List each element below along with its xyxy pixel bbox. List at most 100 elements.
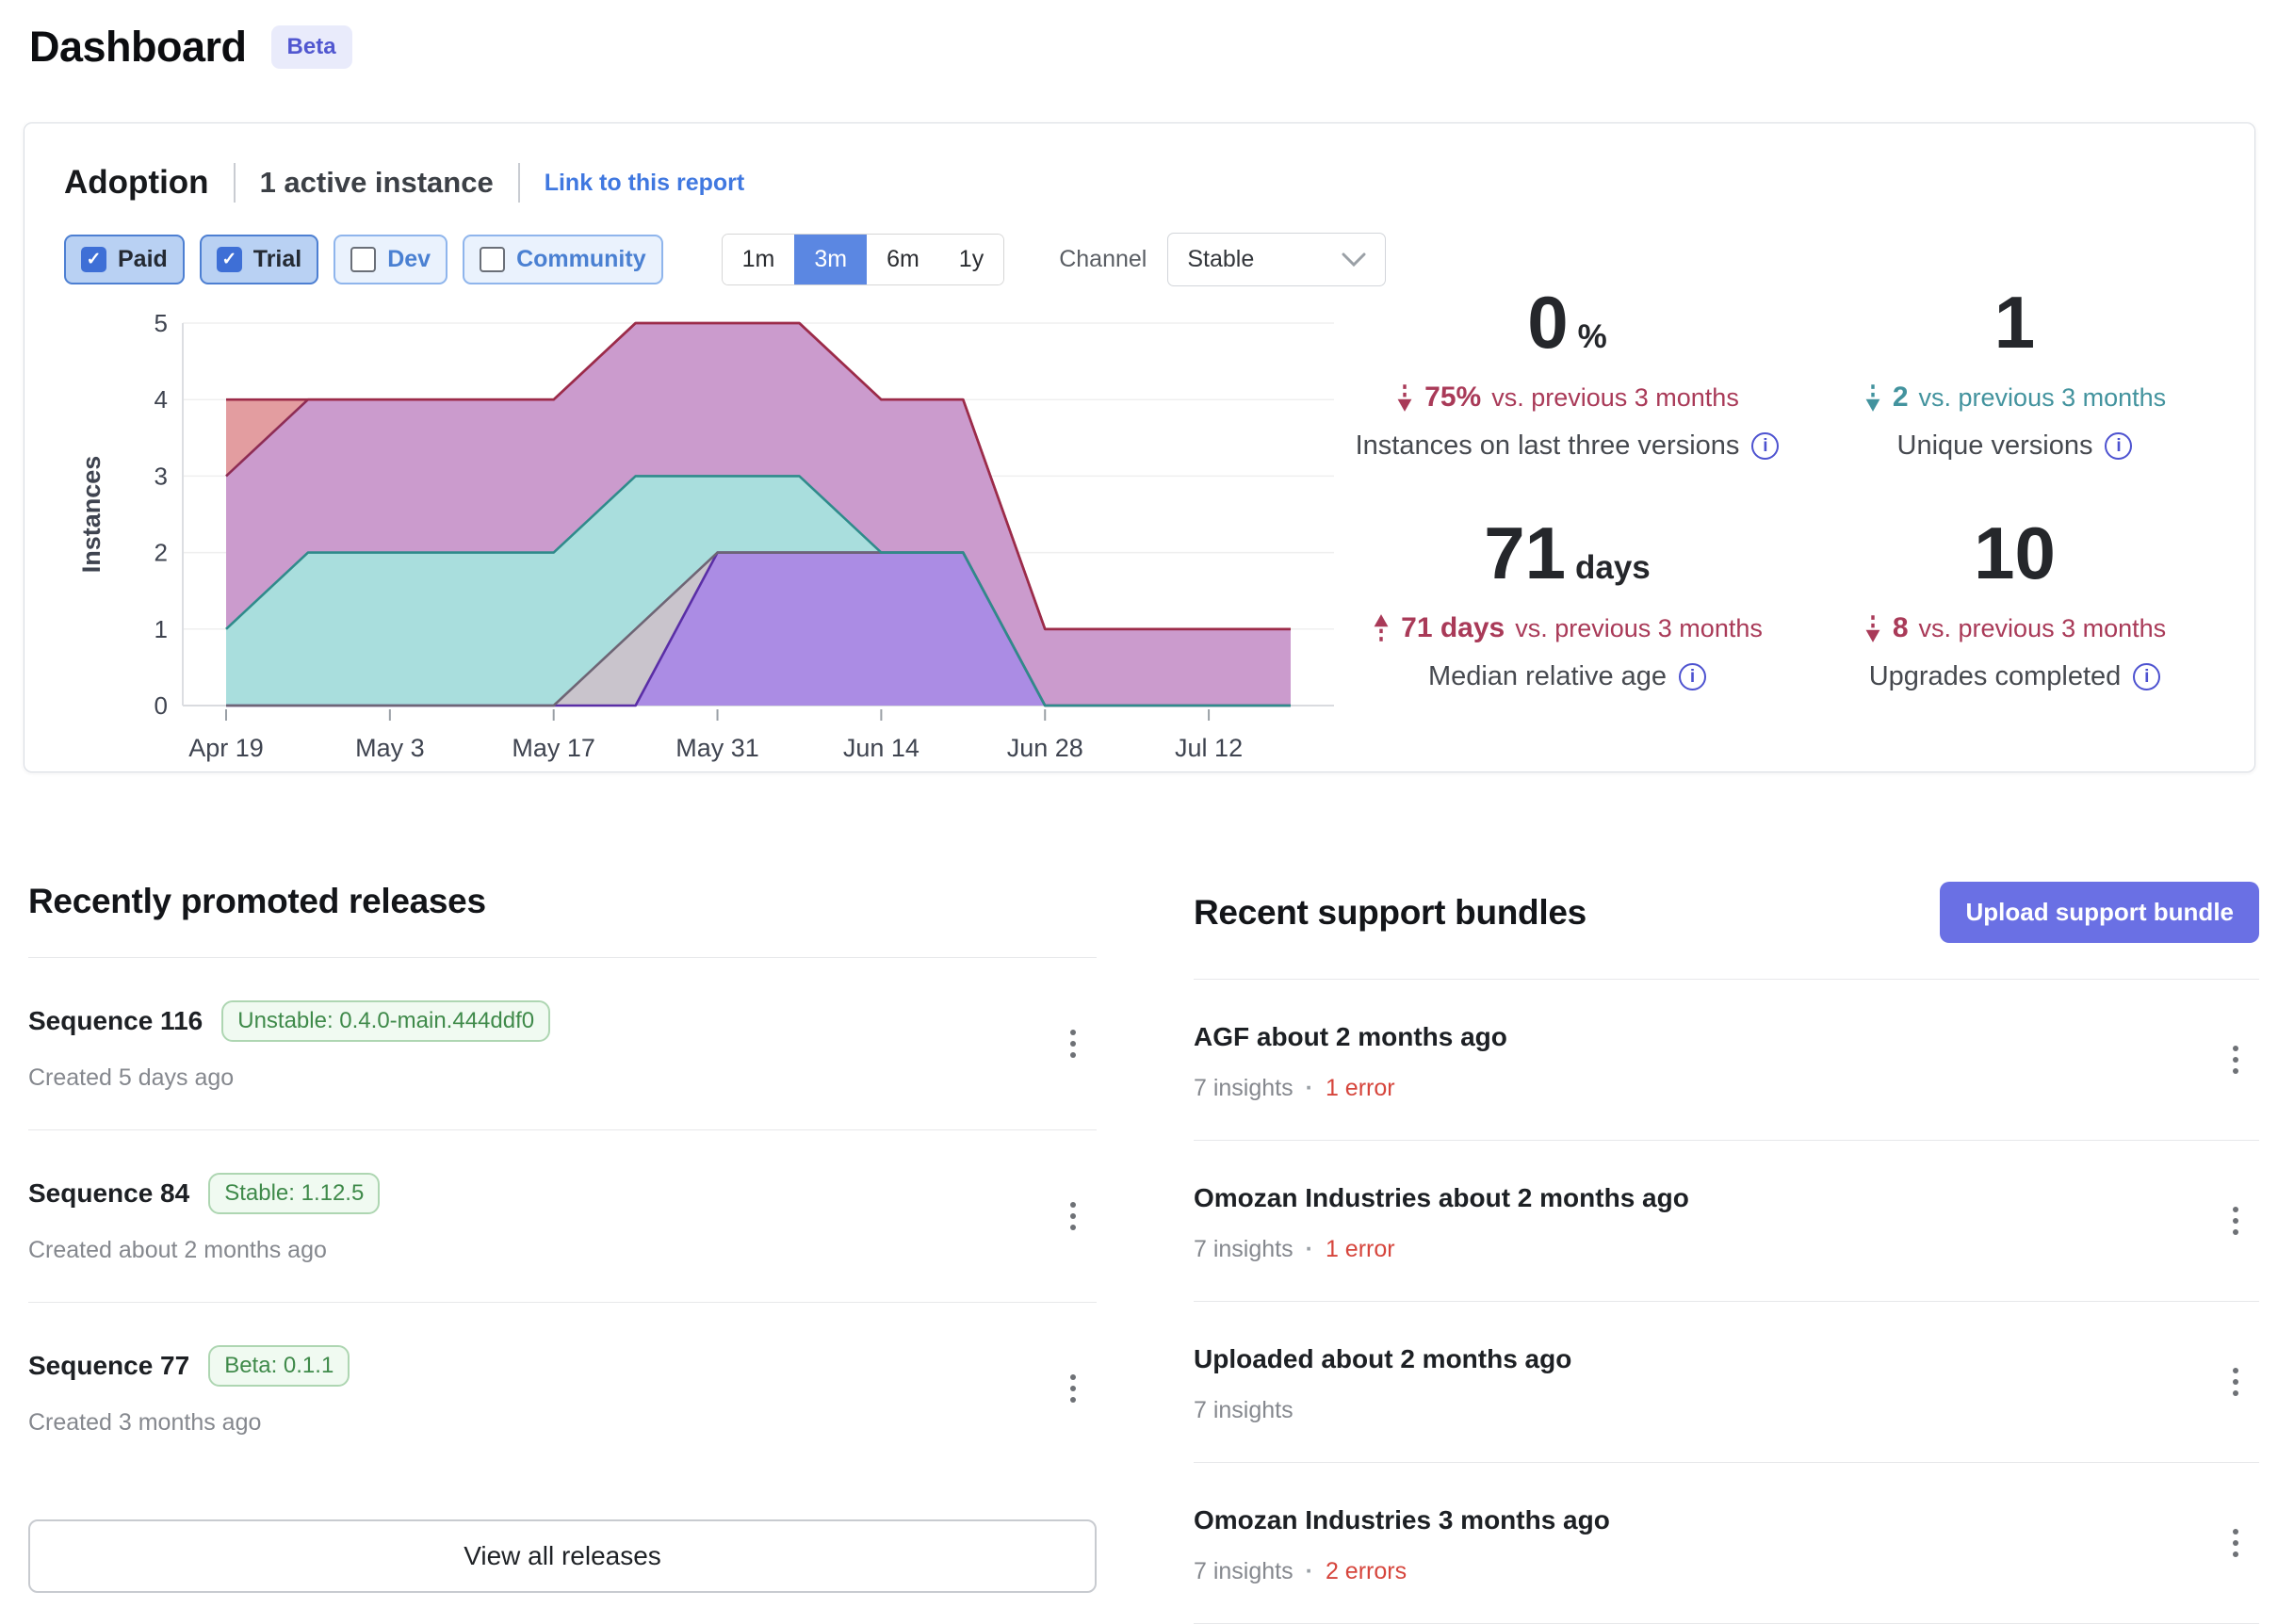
- svg-text:0: 0: [155, 691, 168, 720]
- checkbox-icon: [216, 247, 242, 272]
- bundle-title: Omozan Industries 3 months ago: [1194, 1505, 1610, 1535]
- filter-checkbox-dev[interactable]: Dev: [334, 235, 448, 284]
- header-separator: [233, 163, 236, 203]
- info-icon[interactable]: [2105, 432, 2133, 460]
- svg-text:Jul 12: Jul 12: [1175, 734, 1243, 762]
- release-created: Created 3 months ago: [28, 1409, 262, 1436]
- kebab-menu-icon[interactable]: [2225, 1199, 2246, 1242]
- svg-text:5: 5: [155, 309, 168, 337]
- range-1y[interactable]: 1y: [938, 235, 1004, 284]
- release-channel-badge: Unstable: 0.4.0-main.444ddf0: [221, 1000, 551, 1042]
- adoption-stats: 0 % 75% vs. previous 3 months Instances …: [1343, 285, 2238, 692]
- range-3m[interactable]: 3m: [794, 235, 868, 284]
- release-created: Created 5 days ago: [28, 1064, 235, 1091]
- trend-arrow-icon: [1863, 382, 1882, 413]
- stat-suffix: days: [1574, 549, 1651, 586]
- page-header: Dashboard Beta: [29, 23, 352, 72]
- stat-delta: 2 vs. previous 3 months: [1863, 382, 2166, 414]
- svg-text:1: 1: [155, 615, 168, 643]
- svg-text:4: 4: [155, 385, 168, 414]
- release-title: Sequence 77: [28, 1351, 190, 1380]
- channel-select[interactable]: Stable: [1167, 233, 1387, 286]
- delta-value: 8: [1892, 612, 1909, 643]
- dot-separator: ·: [1305, 1236, 1313, 1262]
- kebab-menu-icon[interactable]: [2225, 1038, 2246, 1081]
- trend-arrow-icon: [1395, 382, 1414, 413]
- checkbox-icon: [350, 247, 377, 272]
- active-instance-count: 1 active instance: [259, 166, 494, 199]
- channel-label: Channel: [1059, 246, 1147, 272]
- svg-text:Jun 28: Jun 28: [1007, 734, 1083, 762]
- bundle-errors: 1 error: [1325, 1075, 1395, 1101]
- kebab-menu-icon[interactable]: [2225, 1360, 2246, 1404]
- stat-value: 0: [1527, 281, 1569, 364]
- svg-text:3: 3: [155, 462, 168, 490]
- bundles-section: Recent support bundles Upload support bu…: [1194, 882, 2259, 1624]
- delta-caption: vs. previous 3 months: [1918, 382, 2167, 412]
- releases-heading: Recently promoted releases: [28, 882, 486, 920]
- delta-value: 71 days: [1401, 612, 1505, 643]
- bundle-insights: 7 insights: [1194, 1236, 1294, 1262]
- delta-caption: vs. previous 3 months: [1491, 382, 1739, 412]
- time-range-selector: 1m 3m 6m 1y: [721, 234, 1005, 285]
- range-6m[interactable]: 6m: [867, 235, 939, 284]
- bundle-errors: 2 errors: [1325, 1558, 1407, 1584]
- bundle-row: Omozan Industries 3 months ago 7 insight…: [1194, 1463, 2259, 1624]
- stat-unique-versions: 1 2 vs. previous 3 months Unique version…: [1791, 285, 2238, 462]
- bundle-title: Omozan Industries about 2 months ago: [1194, 1183, 1689, 1212]
- delta-caption: vs. previous 3 months: [1918, 613, 2167, 642]
- filter-label: Paid: [118, 246, 168, 272]
- link-to-report[interactable]: Link to this report: [544, 169, 745, 196]
- adoption-area-chart: 0 1 2 3 4 5 Instances Apr 19 May 3 May 17 May 31 Ju…: [77, 309, 1334, 762]
- bundle-insights: 7 insights: [1194, 1075, 1294, 1101]
- dot-separator: ·: [1305, 1075, 1313, 1101]
- adoption-card: Adoption 1 active instance Link to this …: [24, 122, 2255, 772]
- svg-text:Jun 14: Jun 14: [843, 734, 919, 762]
- range-1m[interactable]: 1m: [722, 235, 795, 284]
- page-title: Dashboard: [29, 23, 247, 71]
- release-created: Created about 2 months ago: [28, 1237, 327, 1263]
- filter-checkbox-paid[interactable]: Paid: [64, 235, 185, 284]
- kebab-menu-icon[interactable]: [1063, 1194, 1083, 1238]
- release-row: Sequence 77 Beta: 0.1.1 Created 3 months…: [28, 1303, 1097, 1474]
- upload-support-bundle-button[interactable]: Upload support bundle: [1940, 882, 2259, 943]
- stat-label: Unique versions: [1896, 430, 2093, 461]
- stat-delta: 75% vs. previous 3 months: [1395, 382, 1739, 414]
- svg-text:May 17: May 17: [512, 734, 595, 762]
- adoption-filter-row: Paid Trial Dev Community 1m 3m 6m 1y Cha…: [64, 233, 1387, 286]
- stat-delta: 71 days vs. previous 3 months: [1372, 612, 1763, 644]
- delta-value: 75%: [1424, 382, 1482, 413]
- filter-checkbox-trial[interactable]: Trial: [199, 235, 319, 284]
- trend-arrow-icon: [1863, 613, 1882, 643]
- info-icon[interactable]: [1679, 663, 1707, 690]
- stat-label: Median relative age: [1427, 661, 1668, 691]
- kebab-menu-icon[interactable]: [2225, 1521, 2246, 1565]
- kebab-menu-icon[interactable]: [1063, 1022, 1083, 1065]
- filter-label: Community: [516, 246, 646, 272]
- adoption-card-header: Adoption 1 active instance Link to this …: [64, 163, 744, 203]
- adoption-title: Adoption: [64, 164, 209, 201]
- stat-value: 1: [1993, 281, 2036, 364]
- stat-instances-last-three-versions: 0 % 75% vs. previous 3 months Instances …: [1343, 285, 1791, 462]
- kebab-menu-icon[interactable]: [1063, 1367, 1083, 1410]
- stat-delta: 8 vs. previous 3 months: [1863, 612, 2166, 644]
- svg-text:May 31: May 31: [675, 734, 759, 762]
- dot-separator: ·: [1305, 1558, 1313, 1584]
- info-icon[interactable]: [1751, 432, 1780, 460]
- checkbox-icon: [81, 247, 106, 272]
- filter-checkbox-community[interactable]: Community: [463, 235, 663, 284]
- info-icon[interactable]: [2133, 663, 2161, 690]
- bundle-insights: 7 insights: [1194, 1397, 1294, 1423]
- view-all-releases-button[interactable]: View all releases: [28, 1519, 1097, 1593]
- release-title: Sequence 84: [28, 1178, 190, 1208]
- beta-badge: Beta: [270, 25, 352, 69]
- delta-caption: vs. previous 3 months: [1515, 613, 1763, 642]
- bundle-insights: 7 insights: [1194, 1558, 1294, 1584]
- trend-arrow-icon: [1372, 613, 1391, 643]
- stat-value: 10: [1974, 512, 2056, 594]
- channel-select-value: Stable: [1187, 246, 1255, 272]
- release-channel-badge: Beta: 0.1.1: [208, 1345, 350, 1387]
- bundle-row: Omozan Industries about 2 months ago 7 i…: [1194, 1141, 2259, 1302]
- bundle-title: AGF about 2 months ago: [1194, 1022, 1507, 1051]
- header-separator: [517, 163, 520, 203]
